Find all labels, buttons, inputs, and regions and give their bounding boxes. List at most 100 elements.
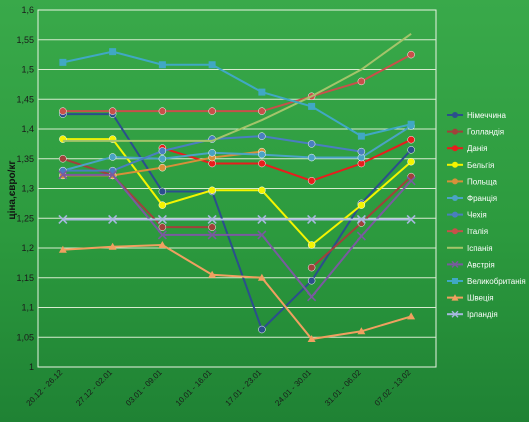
legend-marker — [452, 195, 458, 201]
series-line — [62, 138, 412, 247]
y-tick-label: 1,2 — [21, 243, 34, 253]
series-Австрія — [58, 170, 416, 302]
x-axis-ticks: 20.12 - 26.12 27.12 - 02.01 03.01 - 09.01 1… — [25, 368, 413, 408]
data-point — [208, 270, 217, 278]
x-tick-label: 10.01 - 16.01 — [174, 368, 214, 408]
data-point — [258, 150, 266, 159]
data-point — [158, 223, 167, 231]
data-point — [158, 201, 167, 209]
data-point — [307, 140, 316, 148]
data-point — [407, 157, 415, 166]
legend-label: Чехія — [467, 211, 487, 220]
series-layer — [58, 32, 416, 343]
data-point — [207, 230, 217, 240]
legend-label: Данія — [467, 144, 487, 153]
data-point — [108, 214, 118, 225]
data-point — [357, 327, 366, 335]
data-point — [307, 276, 316, 285]
legend-marker — [451, 310, 459, 318]
data-point — [308, 102, 316, 110]
data-point — [108, 242, 117, 250]
data-point — [407, 312, 416, 320]
data-point — [307, 263, 316, 272]
data-point — [158, 155, 167, 163]
data-point — [157, 214, 167, 225]
legend-item: Італія — [447, 227, 488, 236]
data-point — [109, 48, 117, 56]
legend-marker — [452, 161, 458, 168]
x-tick-label: 03.01 - 09.01 — [124, 368, 164, 408]
legend-label: Голландія — [467, 128, 504, 137]
series-line — [62, 50, 412, 138]
data-point — [357, 147, 366, 156]
legend-marker — [452, 128, 458, 135]
legend-item: Австрія — [447, 260, 495, 269]
data-point — [157, 230, 167, 240]
data-point — [208, 186, 216, 195]
data-point — [158, 147, 167, 155]
legend-item: Польща — [447, 177, 497, 186]
legend-label: Італія — [467, 227, 488, 236]
data-point — [307, 241, 316, 249]
series-line — [62, 32, 412, 142]
data-point — [406, 176, 416, 186]
x-tick-label: 24.01 - 30.01 — [273, 368, 313, 408]
data-point — [307, 335, 316, 343]
x-tick-label: 27.12 - 02.01 — [74, 368, 114, 408]
legend-item: Великобританія — [447, 277, 526, 286]
data-point — [357, 77, 366, 86]
data-point — [258, 88, 266, 96]
data-point — [158, 107, 167, 115]
legend-marker — [452, 228, 458, 235]
legend-item: Швеція — [447, 294, 494, 303]
legend-label: Німеччина — [467, 111, 506, 120]
y-tick-label: 1,05 — [16, 332, 34, 342]
data-point — [307, 214, 317, 225]
y-axis-label: ціна,євро/кг — [7, 160, 18, 219]
y-tick-label: 1,6 — [21, 5, 34, 15]
legend-label: Франція — [467, 194, 497, 203]
legend-label: Бельгія — [467, 161, 494, 170]
data-point — [258, 107, 266, 115]
legend-label: Швеція — [467, 294, 494, 303]
data-point — [257, 230, 267, 240]
y-tick-label: 1,15 — [16, 273, 34, 283]
series-line — [62, 53, 412, 113]
legend-marker — [452, 112, 458, 118]
data-point — [407, 146, 415, 154]
data-point — [407, 135, 415, 144]
legend: Німеччина Голландія Данія Бельгія Польща Фран… — [447, 111, 526, 319]
series-line — [62, 157, 213, 229]
data-point — [307, 292, 317, 302]
y-tick-label: 1,55 — [16, 35, 34, 45]
legend-label: Австрія — [467, 260, 495, 269]
data-point — [258, 132, 266, 140]
x-tick-label: 17.01 - 23.01 — [224, 368, 264, 408]
data-point — [407, 50, 415, 59]
data-point — [58, 170, 68, 180]
data-point — [108, 153, 117, 161]
series-Великобританія — [59, 48, 415, 140]
legend-item: Бельгія — [447, 161, 494, 170]
data-point — [208, 61, 216, 69]
y-tick-label: 1,35 — [16, 154, 34, 164]
legend-item: Іспанія — [447, 244, 493, 253]
series-line — [62, 173, 412, 299]
x-tick-label: 31.01 - 06.02 — [323, 368, 363, 408]
data-point — [258, 159, 266, 168]
data-point — [356, 231, 366, 241]
series-line — [62, 125, 412, 172]
legend-marker — [451, 260, 459, 268]
data-point — [208, 223, 216, 231]
data-point — [59, 155, 67, 163]
y-tick-label: 1,3 — [21, 184, 34, 194]
y-tick-label: 1,5 — [21, 65, 34, 75]
legend-item: Франція — [447, 194, 497, 203]
data-point — [158, 187, 167, 196]
data-point — [158, 241, 167, 249]
legend-label: Іспанія — [467, 244, 493, 253]
data-point — [158, 61, 166, 69]
x-tick-label: 07.02 - 13.02 — [373, 368, 413, 408]
data-point — [257, 214, 267, 225]
